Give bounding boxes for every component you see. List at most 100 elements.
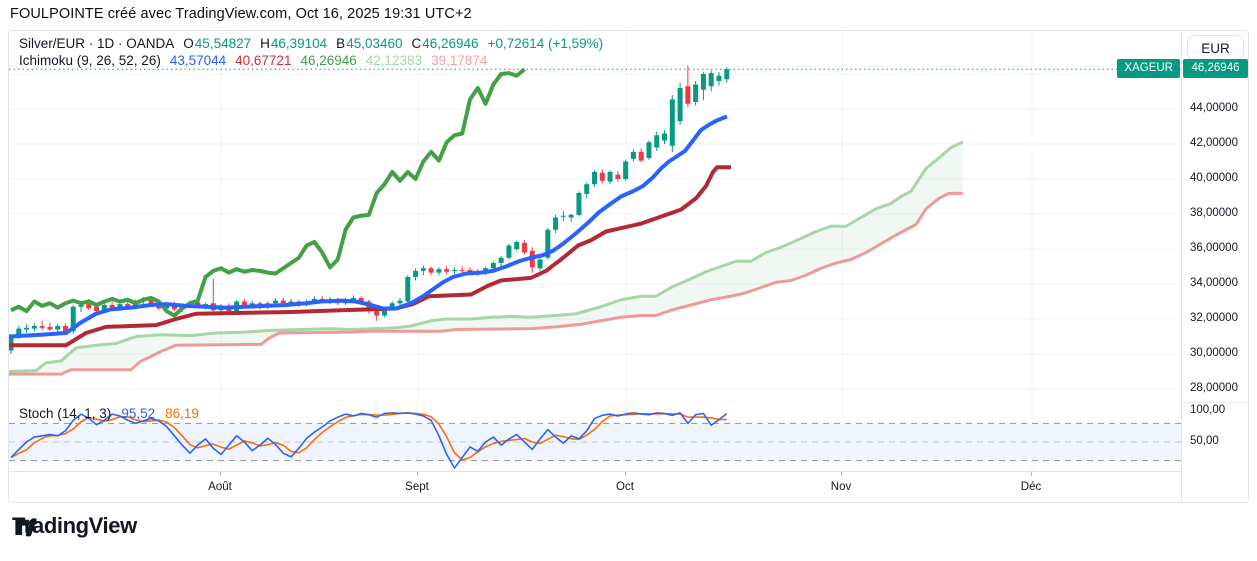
stoch-k-value: 95,52 — [121, 406, 156, 421]
month-tick — [220, 472, 221, 476]
ichimoku-label: Ichimoku (9, 26, 52, 26) — [19, 53, 161, 68]
candle-body — [646, 142, 652, 158]
price-tick-label: 28,00000 — [1190, 382, 1238, 394]
candle-body — [576, 193, 582, 215]
symbol-legend-row[interactable]: Silver/EUR · 1D · OANDA O 45,54827 H 46,39… — [19, 36, 603, 51]
stoch-pane[interactable]: Stoch (14, 1, 3) 95,52 86,19 — [9, 403, 1181, 471]
candle-body — [389, 303, 395, 309]
candle-body — [490, 263, 496, 269]
candle-body — [553, 217, 559, 230]
candle-body — [420, 268, 426, 271]
stoch-d-value: 86,19 — [165, 406, 199, 421]
candle-body — [459, 270, 465, 271]
candle-body — [568, 214, 574, 218]
month-label: Août — [208, 481, 232, 493]
candle-body — [24, 327, 30, 330]
ohlc-low: B 45,03460 — [336, 36, 403, 51]
candle-body — [592, 172, 597, 185]
month-label: Sept — [405, 481, 429, 493]
candle-body — [101, 305, 107, 311]
chart-widget: Silver/EUR · 1D · OANDA O 45,54827 H 46,39… — [8, 30, 1249, 503]
candle-body — [311, 298, 317, 302]
candle-body — [607, 172, 613, 182]
candle-body — [39, 326, 45, 328]
month-tick — [1031, 472, 1032, 476]
candle-body — [55, 326, 61, 330]
price-tick-label: 40,00000 — [1190, 172, 1238, 184]
price-tick-label: 34,00000 — [1190, 277, 1238, 289]
last-price-badge: 46,26946 — [1183, 58, 1248, 78]
candle-body — [117, 304, 123, 309]
candle-body — [724, 69, 730, 80]
candle-body — [413, 270, 419, 277]
month-tick — [625, 472, 626, 476]
candle-body — [381, 308, 387, 316]
candle-body — [669, 99, 675, 146]
month-tick — [841, 472, 842, 476]
stoch-k-line — [10, 412, 728, 469]
candle-body — [358, 298, 364, 302]
stoch-chart-svg[interactable] — [9, 403, 1181, 471]
candle-body — [288, 301, 294, 304]
month-label: Nov — [830, 481, 852, 493]
price-chart-svg[interactable] — [9, 31, 1181, 403]
candle-body — [716, 75, 722, 81]
candle-body — [498, 257, 504, 263]
month-tick — [417, 472, 418, 476]
candle-body — [148, 299, 154, 305]
chikou-line — [10, 67, 526, 318]
senkou-b-value: 39,17874 — [431, 53, 488, 68]
stoch-legend-row[interactable]: Stoch (14, 1, 3) 95,52 86,19 — [19, 406, 199, 421]
candle-body — [350, 298, 356, 300]
candle-body — [280, 300, 286, 304]
candle-body — [62, 326, 68, 332]
time-axis[interactable]: Août Sept Oct Nov Déc — [9, 471, 1181, 502]
price-tick-label: 38,00000 — [1190, 207, 1238, 219]
price-tick-label: 44,00000 — [1190, 102, 1238, 114]
axis-pane-separator — [1182, 402, 1248, 403]
tenkan-line — [9, 114, 728, 339]
candle-body — [545, 229, 551, 258]
candle-body — [693, 84, 699, 102]
candle-body — [662, 133, 668, 141]
ohlc-high: H 46,39104 — [260, 36, 328, 51]
candle-body — [599, 172, 605, 181]
senkou-a-value: 42,12383 — [365, 53, 423, 68]
ichimoku-legend-row[interactable]: Ichimoku (9, 26, 52, 26) 43,57044 40,677… — [19, 53, 487, 68]
tradingview-logo[interactable]: TradingView — [12, 513, 137, 539]
candle-body — [31, 326, 37, 329]
candle-body — [125, 304, 131, 307]
price-tick-label: 42,00000 — [1190, 137, 1238, 149]
price-pane[interactable]: Silver/EUR · 1D · OANDA O 45,54827 H 46,39… — [9, 31, 1181, 403]
candle-body — [521, 242, 527, 253]
candle-body — [638, 151, 644, 161]
ohlc-close: C 46,26946 — [411, 36, 479, 51]
tradingview-logo-icon — [15, 518, 37, 537]
candle-body — [506, 245, 512, 258]
symbol-title: Silver/EUR · 1D · OANDA — [19, 36, 175, 51]
candle-body — [241, 301, 247, 306]
price-tick-label: 36,00000 — [1190, 242, 1238, 254]
candle-body — [428, 268, 434, 273]
candle-body — [16, 328, 22, 337]
tenkan-value: 43,57044 — [169, 53, 227, 68]
candle-body — [514, 242, 520, 249]
candle-body — [560, 215, 566, 217]
ohlc-open: O 45,54827 — [183, 36, 252, 51]
stoch-tick-label: 100,00 — [1190, 404, 1226, 416]
candle-body — [374, 311, 380, 316]
candle-body — [444, 269, 450, 272]
kumo-cloud — [9, 141, 963, 375]
kijun-line — [9, 165, 731, 348]
currency-button[interactable]: EUR — [1187, 35, 1244, 61]
kijun-value: 40,67721 — [235, 53, 292, 68]
price-axis[interactable]: EUR 46,26946 44,00000 42,00000 40,00000 38,… — [1181, 31, 1248, 502]
candle-body — [537, 259, 543, 269]
candle-body — [615, 174, 621, 179]
candle-body — [685, 86, 691, 104]
candle-body — [94, 306, 100, 312]
candle-body — [630, 151, 636, 159]
change-value: +0,72614 (+1,59%) — [487, 36, 604, 51]
candle-body — [677, 88, 683, 122]
candle-body — [584, 184, 590, 194]
